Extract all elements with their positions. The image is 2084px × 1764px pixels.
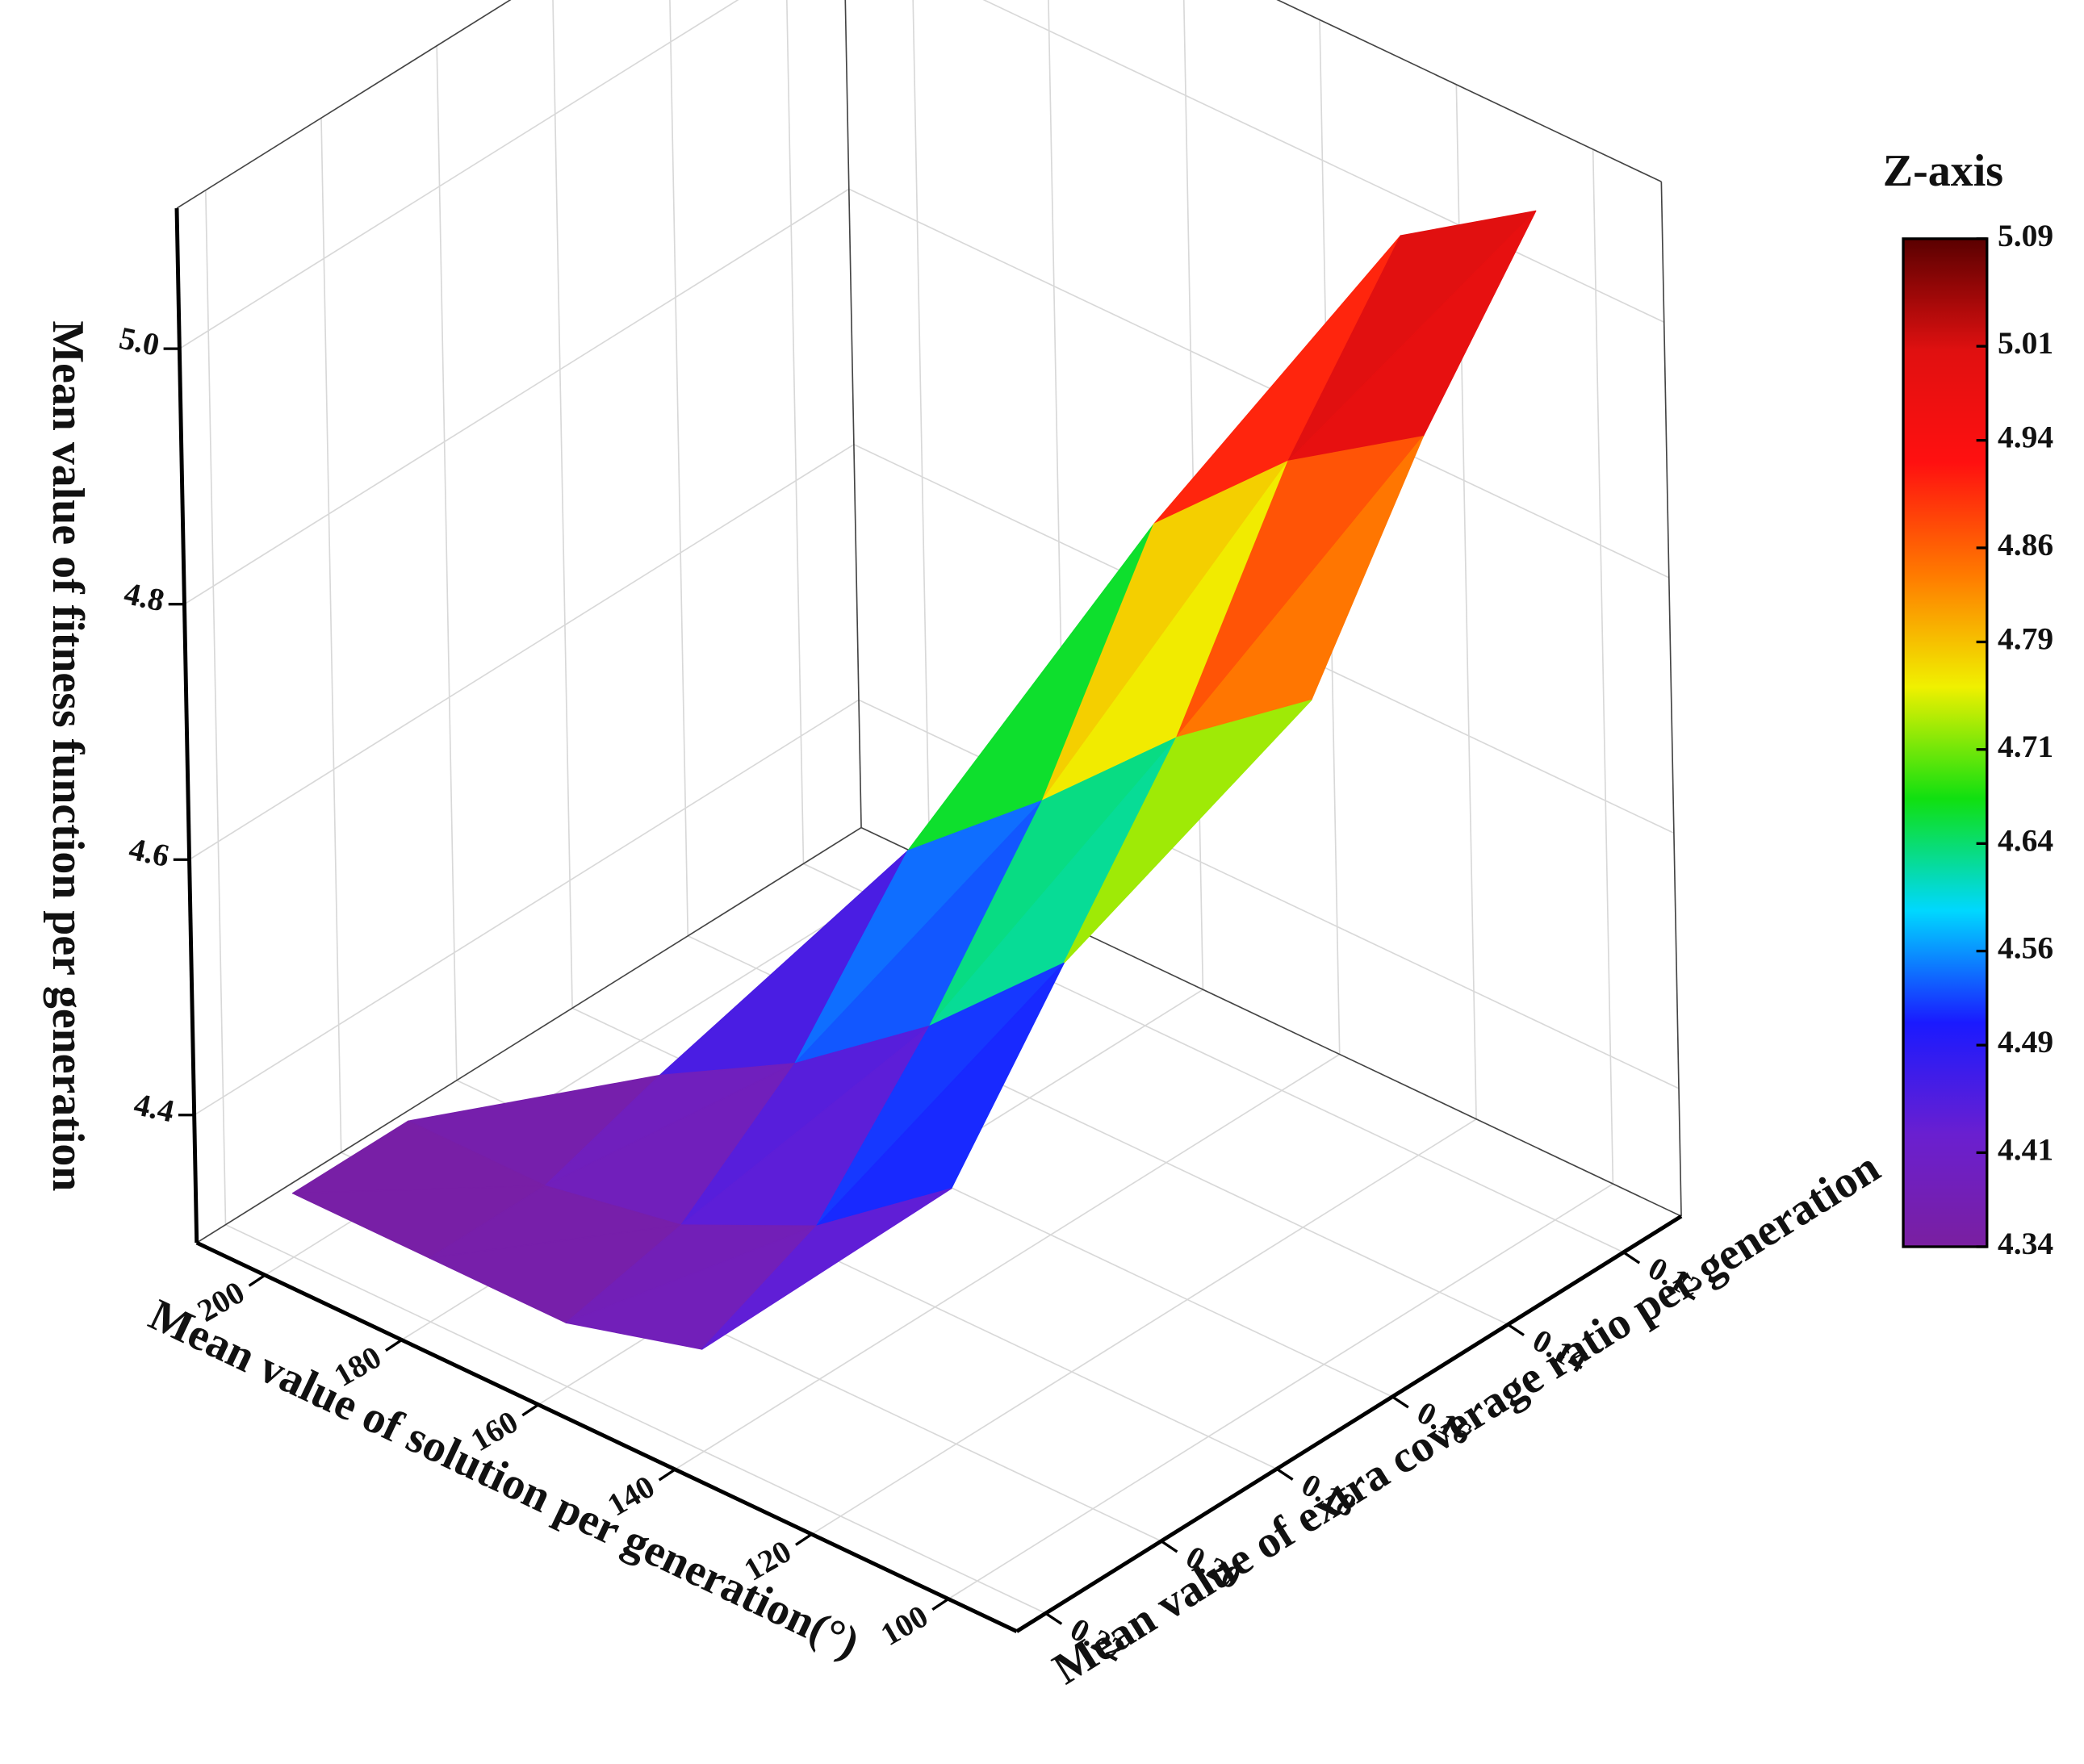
- z-tick-label: 4.6: [126, 831, 172, 874]
- colorbar-tick-label: 4.71: [1998, 729, 2053, 764]
- colorbar-tick-label: 4.49: [1998, 1024, 2053, 1060]
- grid-line: [225, 1223, 1046, 1615]
- colorbar-title: Z-axis: [1883, 146, 2003, 196]
- colorbar-tick-label: 5.01: [1998, 325, 2053, 361]
- box-edge: [844, 0, 862, 828]
- y-tick: [1507, 1323, 1525, 1336]
- grid-line: [1592, 149, 1614, 1185]
- y-tick: [1044, 1611, 1063, 1625]
- grid-line: [811, 1118, 1477, 1535]
- x-tick-label: 100: [875, 1598, 934, 1653]
- colorbar-tick-label: 4.34: [1998, 1226, 2053, 1261]
- y-tick: [1160, 1540, 1178, 1553]
- x-tick: [385, 1339, 403, 1352]
- box-edge: [196, 826, 862, 1244]
- x-tick: [931, 1598, 949, 1611]
- grid-line: [848, 188, 1670, 579]
- colorbar-tick-label: 5.09: [1998, 218, 2053, 253]
- grid-line: [436, 45, 458, 1081]
- z-tick-label: 4.8: [121, 575, 167, 618]
- x-axis: [195, 1240, 1018, 1633]
- x-tick: [658, 1468, 676, 1482]
- surface-patch: [1063, 700, 1312, 964]
- grid-line: [184, 188, 850, 605]
- colorbar: [1902, 237, 1989, 1248]
- colorbar-tick-label: 4.86: [1998, 527, 2053, 562]
- colorbar-tick-label: 4.64: [1998, 822, 2053, 858]
- grid-line: [204, 190, 227, 1225]
- x-axis-label: Mean value of solution per generation(°): [141, 1290, 866, 1668]
- grid-line: [786, 0, 805, 864]
- box-edge: [1276, 0, 1662, 182]
- x-tick: [248, 1273, 266, 1287]
- grid-line: [552, 0, 573, 1009]
- y-tick: [1391, 1395, 1409, 1409]
- grid-line: [194, 699, 860, 1116]
- surface-patch: [701, 1188, 952, 1350]
- grid-line: [189, 444, 855, 860]
- colorbar-tick-label: 4.41: [1998, 1131, 2053, 1167]
- colorbar-tick-label: 4.79: [1998, 621, 2053, 657]
- y-tick: [1275, 1467, 1294, 1481]
- x-tick: [795, 1532, 813, 1546]
- colorbar-tick-label: 4.56: [1998, 930, 2053, 966]
- grid-line: [912, 0, 931, 860]
- z-axis: [174, 207, 199, 1244]
- box-edge: [1660, 182, 1682, 1217]
- grid-line: [948, 1183, 1613, 1600]
- y-tick: [1622, 1251, 1641, 1264]
- z-axis-label: Mean value of fitness function per gener…: [43, 320, 93, 1191]
- z-tick-label: 4.4: [131, 1086, 177, 1129]
- z-tick-label: 5.0: [116, 320, 162, 363]
- y-axis: [1015, 1214, 1683, 1633]
- colorbar-tick-label: 4.94: [1998, 420, 2053, 455]
- grid-line: [669, 0, 689, 936]
- grid-line: [320, 118, 342, 1153]
- box-edge: [176, 0, 512, 209]
- grid-line: [674, 1053, 1341, 1470]
- x-tick: [521, 1403, 539, 1417]
- grid-line: [982, 0, 1665, 324]
- grid-line: [178, 0, 739, 349]
